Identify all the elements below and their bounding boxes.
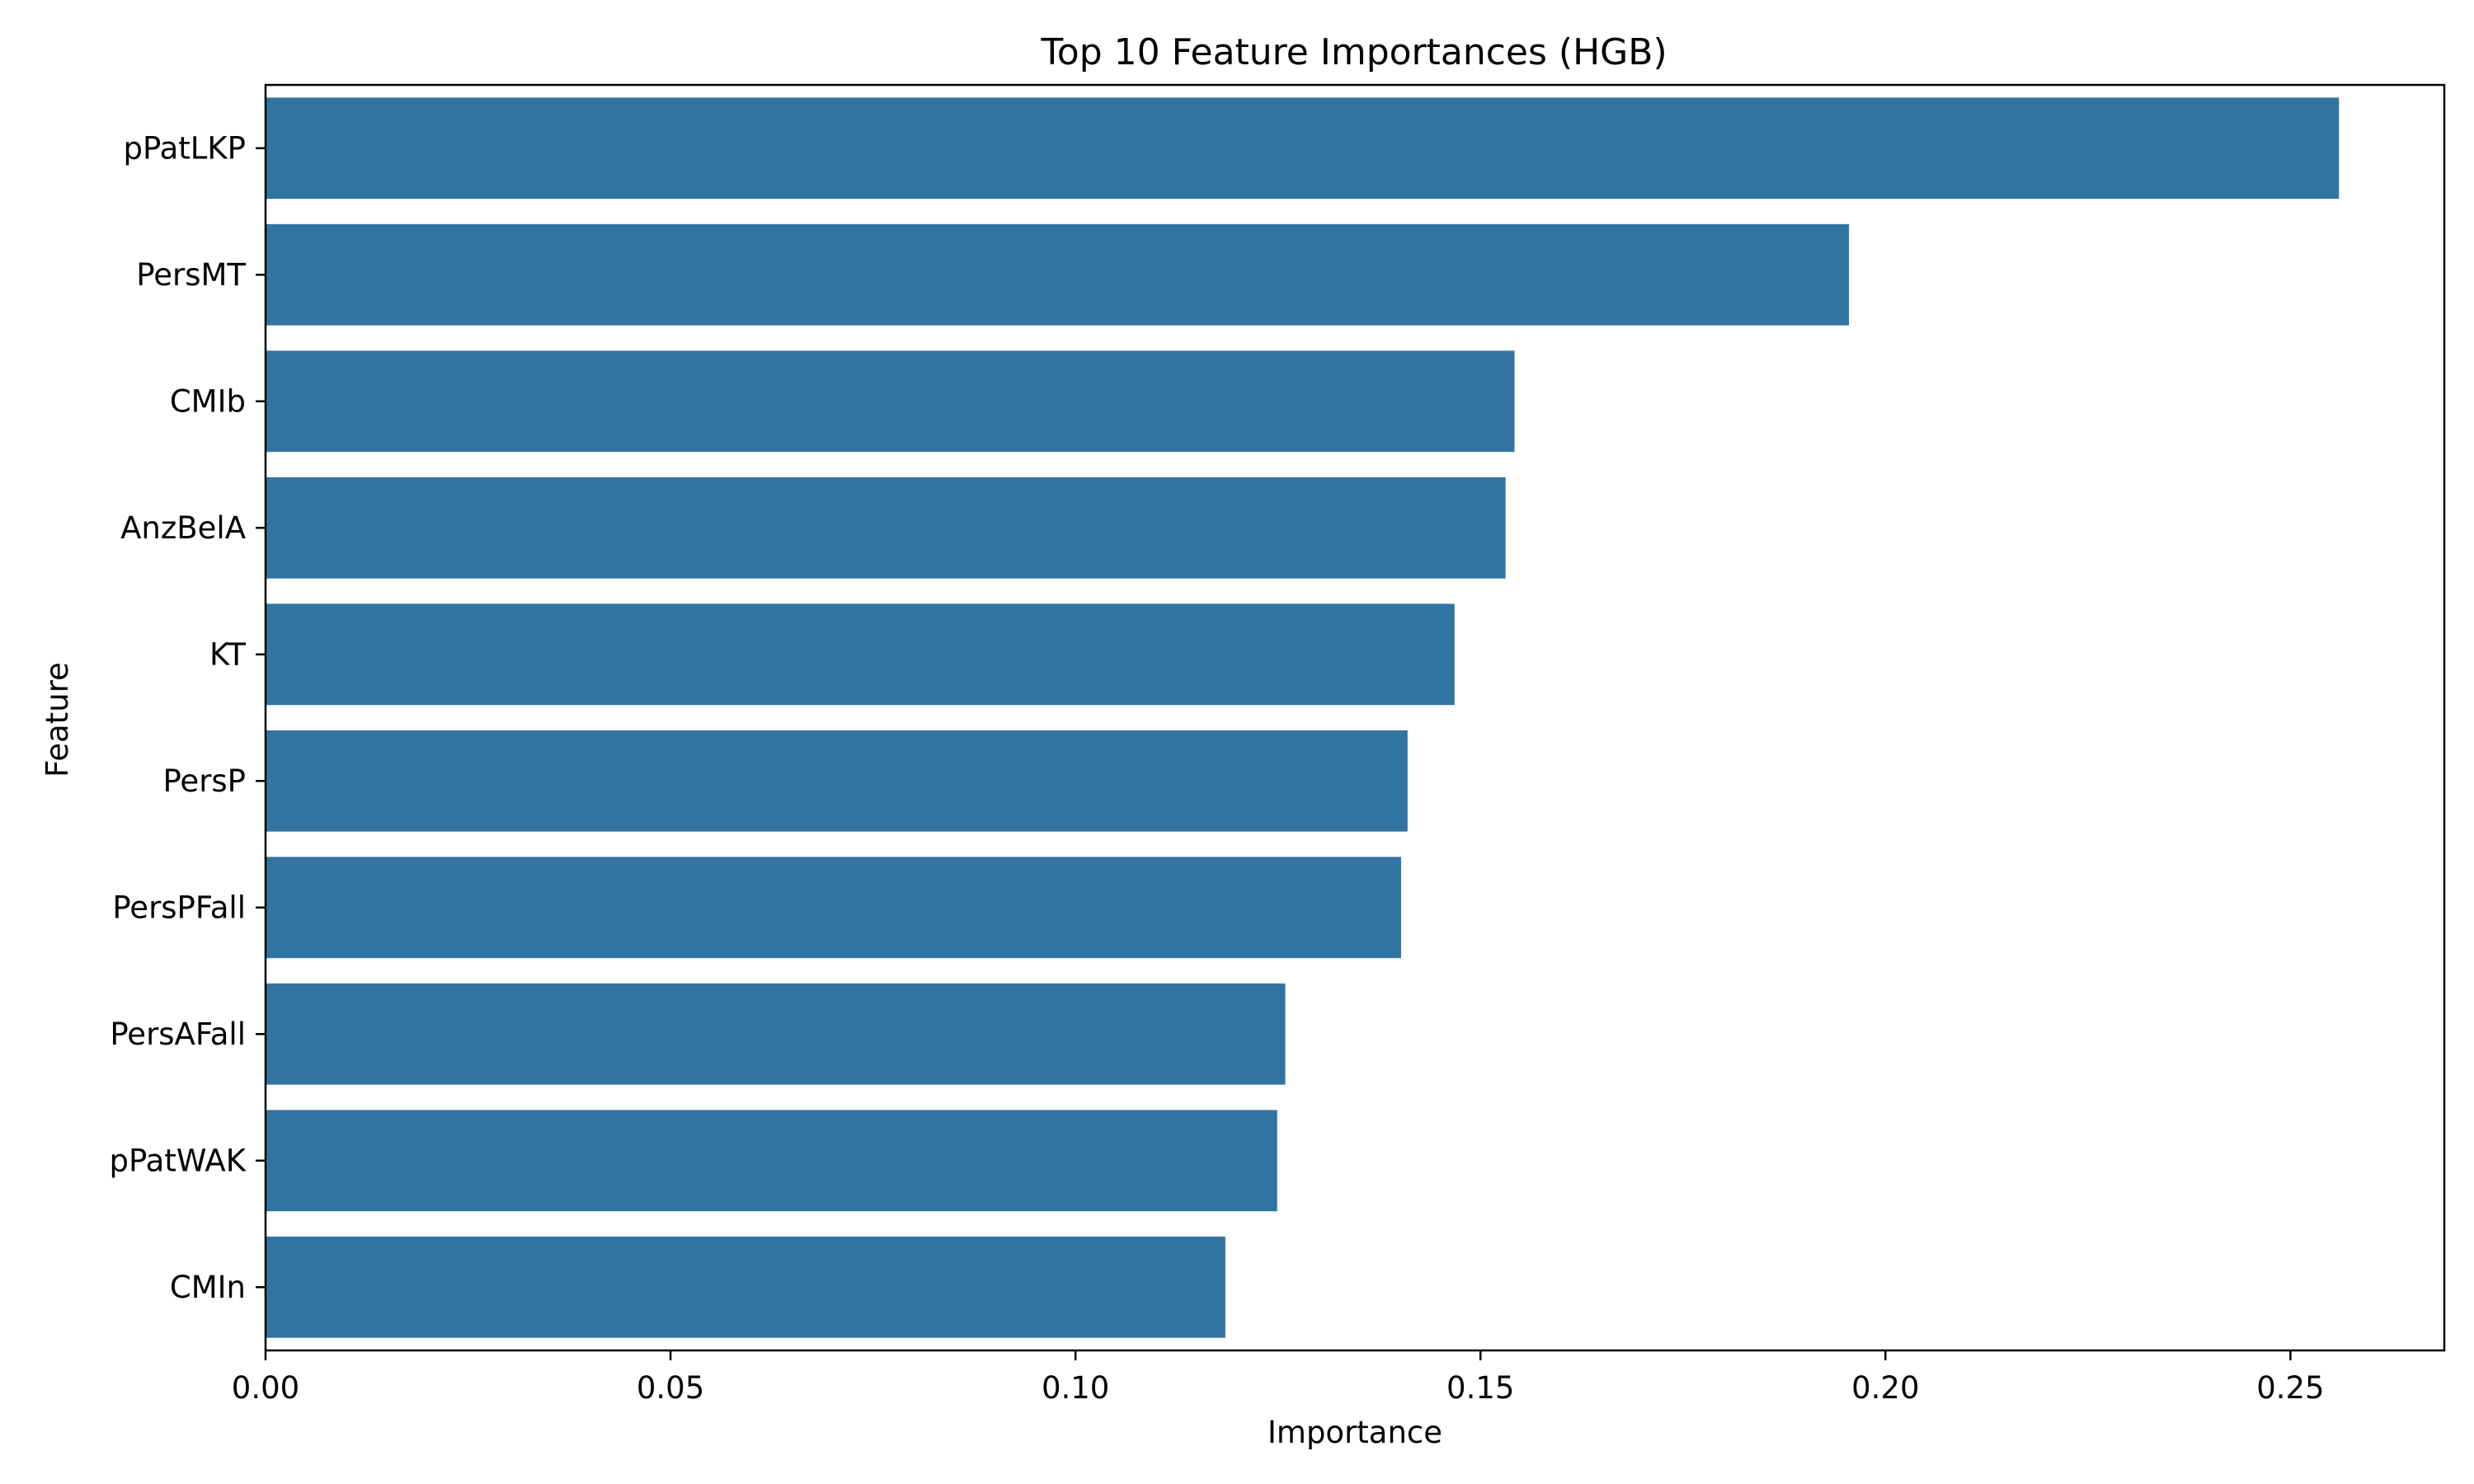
y-axis-label: Feature — [40, 662, 75, 777]
bar-pPatWAK — [266, 1110, 1277, 1212]
bars-group — [266, 97, 2340, 1338]
y-tick-label: CMIn — [170, 1270, 246, 1305]
bar-KT — [266, 603, 1455, 706]
chart-title: Top 10 Feature Importances (HGB) — [1040, 31, 1667, 73]
y-tick-label: pPatLKP — [123, 130, 246, 166]
bar-pPatLKP — [266, 97, 2340, 200]
y-tick-label: PersPFall — [112, 890, 246, 925]
x-axis-label: Importance — [1268, 1415, 1442, 1450]
y-tick-label: PersMT — [136, 257, 246, 293]
x-tick-label: 0.20 — [1851, 1370, 1919, 1406]
axes-frame — [264, 83, 2446, 1352]
x-tick-label: 0.25 — [2256, 1370, 2324, 1406]
bar-CMIb — [266, 350, 1515, 453]
bar-AnzBelA — [266, 477, 1506, 579]
x-tick-label: 0.15 — [1446, 1370, 1514, 1406]
y-tick-label: pPatWAK — [110, 1143, 247, 1178]
y-tick-label: PersP — [162, 763, 246, 799]
x-axis-ticks: 0.00 0.05 0.10 0.15 0.20 0.25 — [232, 1350, 2325, 1406]
bar-PersMT — [266, 223, 1850, 326]
x-tick-label: 0.05 — [637, 1370, 704, 1406]
x-tick-label: 0.10 — [1042, 1370, 1109, 1406]
y-tick-label: PersAFall — [110, 1017, 246, 1052]
y-tick-label: AnzBelA — [120, 510, 246, 546]
bar-PersP — [266, 730, 1408, 832]
y-tick-label: CMIb — [170, 383, 246, 419]
bar-PersAFall — [266, 983, 1286, 1085]
x-tick-label: 0.00 — [232, 1370, 299, 1406]
bar-CMIn — [266, 1236, 1225, 1338]
y-tick-label: KT — [209, 636, 246, 672]
y-axis-ticks: pPatLKP PersMT CMIb AnzBelA KT PersP PersPFall… — [110, 130, 266, 1305]
bar-PersPFall — [266, 857, 1401, 959]
